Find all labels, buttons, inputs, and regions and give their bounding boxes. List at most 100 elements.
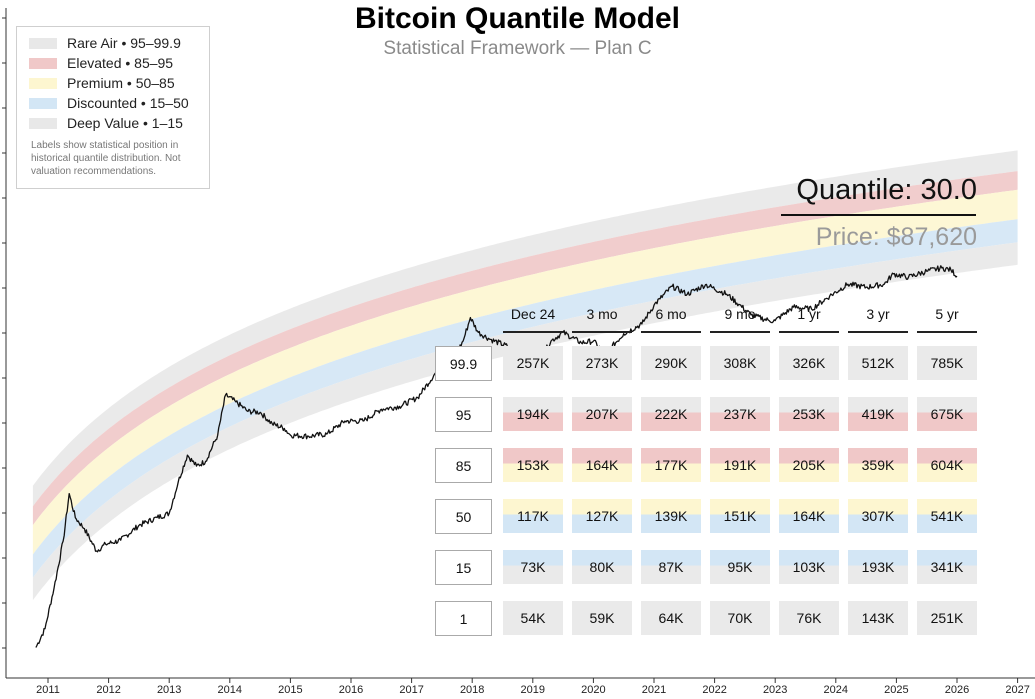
table-cell: 151K <box>710 499 770 533</box>
column-rule <box>848 331 908 333</box>
legend-item-elevated: Elevated • 85–95 <box>29 53 173 73</box>
price-readout: Price: $87,620 <box>815 223 977 251</box>
x-tick-label: 2018 <box>459 684 485 696</box>
cell-value: 194K <box>516 406 550 422</box>
x-tick-label: 2024 <box>823 684 849 696</box>
table-cell: 541K <box>917 499 977 533</box>
row-quantile-label: 15 <box>435 550 492 585</box>
x-tick-label: 2023 <box>762 684 788 696</box>
cell-value: 205K <box>792 457 826 473</box>
table-cell: 222K <box>641 397 701 431</box>
x-tick-label: 2017 <box>399 684 424 696</box>
table-cell: 143K <box>848 601 908 635</box>
cell-value: 359K <box>861 457 895 473</box>
table-cell: 419K <box>848 397 908 431</box>
cell-value: 80K <box>589 559 615 575</box>
legend-swatch <box>29 117 57 129</box>
cell-value: 290K <box>654 355 688 371</box>
cell-value: 341K <box>930 559 964 575</box>
table-cell: 785K <box>917 346 977 380</box>
cell-value: 59K <box>589 610 615 626</box>
x-tick-label: 2027 <box>1005 684 1030 696</box>
band-deep-value <box>32 242 1018 601</box>
table-cell: 257K <box>503 346 563 380</box>
cell-value: 143K <box>861 610 895 626</box>
x-tick-label: 2026 <box>944 684 970 696</box>
table-cell: 341K <box>917 550 977 584</box>
column-rule <box>710 331 770 333</box>
cell-value: 207K <box>585 406 619 422</box>
cell-value: 73K <box>520 559 546 575</box>
x-tick-label: 2019 <box>520 684 546 696</box>
x-tick-label: 2022 <box>702 684 727 696</box>
legend-swatch <box>29 57 57 69</box>
table-cell: 359K <box>848 448 908 482</box>
column-rule <box>917 331 977 333</box>
legend-item-rare-air: Rare Air • 95–99.9 <box>29 33 181 53</box>
legend-note: Labels show statistical position in hist… <box>31 140 181 177</box>
band-discounted <box>32 219 1018 578</box>
table-cell: 95K <box>710 550 770 584</box>
cell-value: 253K <box>792 406 826 422</box>
x-tick-label: 2012 <box>96 684 121 696</box>
legend-label: Discounted • 15–50 <box>67 95 189 111</box>
column-header: Dec 24 <box>510 306 556 322</box>
table-cell: 205K <box>779 448 839 482</box>
table-cell: 164K <box>572 448 632 482</box>
table-cell: 307K <box>848 499 908 533</box>
legend-item-premium: Premium • 50–85 <box>29 73 175 93</box>
legend-item-deep-value: Deep Value • 1–15 <box>29 113 183 133</box>
cell-value: 193K <box>861 559 895 575</box>
table-cell: 64K <box>641 601 701 635</box>
legend-label: Rare Air • 95–99.9 <box>67 35 181 51</box>
x-tick-label: 2021 <box>641 684 667 696</box>
table-cell: 237K <box>710 397 770 431</box>
row-quantile-label: 85 <box>435 448 492 483</box>
cell-value: 95K <box>727 559 753 575</box>
cell-value: 54K <box>520 610 546 626</box>
price-series-line <box>35 265 958 648</box>
axis-ticks <box>2 17 1019 683</box>
cell-value: 237K <box>723 406 757 422</box>
cell-value: 139K <box>654 508 688 524</box>
x-tick-label: 2020 <box>581 684 606 696</box>
cell-value: 273K <box>585 355 619 371</box>
table-cell: 251K <box>917 601 977 635</box>
cell-value: 541K <box>930 508 964 524</box>
table-cell: 273K <box>572 346 632 380</box>
table-cell: 177K <box>641 448 701 482</box>
row-quantile-label: 95 <box>435 397 492 432</box>
table-cell: 76K <box>779 601 839 635</box>
cell-value: 307K <box>861 508 895 524</box>
x-tick-label: 2016 <box>338 684 364 696</box>
cell-value: 419K <box>861 406 895 422</box>
column-header: 9 mo <box>724 306 756 322</box>
x-tick-label: 2011 <box>36 684 60 696</box>
legend-swatch <box>29 77 57 89</box>
row-quantile-label: 1 <box>435 601 492 636</box>
legend-item-discounted: Discounted • 15–50 <box>29 93 189 113</box>
cell-value: 785K <box>930 355 964 371</box>
cell-value: 117K <box>517 508 549 524</box>
table-cell: 193K <box>848 550 908 584</box>
x-tick-label: 2014 <box>217 684 243 696</box>
table-cell: 153K <box>503 448 563 482</box>
column-header: 6 mo <box>655 306 687 322</box>
table-cell: 512K <box>848 346 908 380</box>
cell-value: 222K <box>654 406 688 422</box>
table-cell: 326K <box>779 346 839 380</box>
cell-value: 675K <box>930 406 964 422</box>
column-rule <box>641 331 701 333</box>
cell-value: 512K <box>861 355 895 371</box>
table-cell: 59K <box>572 601 632 635</box>
cell-value: 326K <box>792 355 826 371</box>
table-cell: 139K <box>641 499 701 533</box>
quantile-bands <box>32 150 1018 601</box>
cell-value: 76K <box>796 610 822 626</box>
cell-value: 151K <box>723 508 757 524</box>
table-cell: 117K <box>503 499 563 533</box>
row-quantile-label: 50 <box>435 499 492 534</box>
cell-value: 103K <box>792 559 826 575</box>
table-cell: 253K <box>779 397 839 431</box>
